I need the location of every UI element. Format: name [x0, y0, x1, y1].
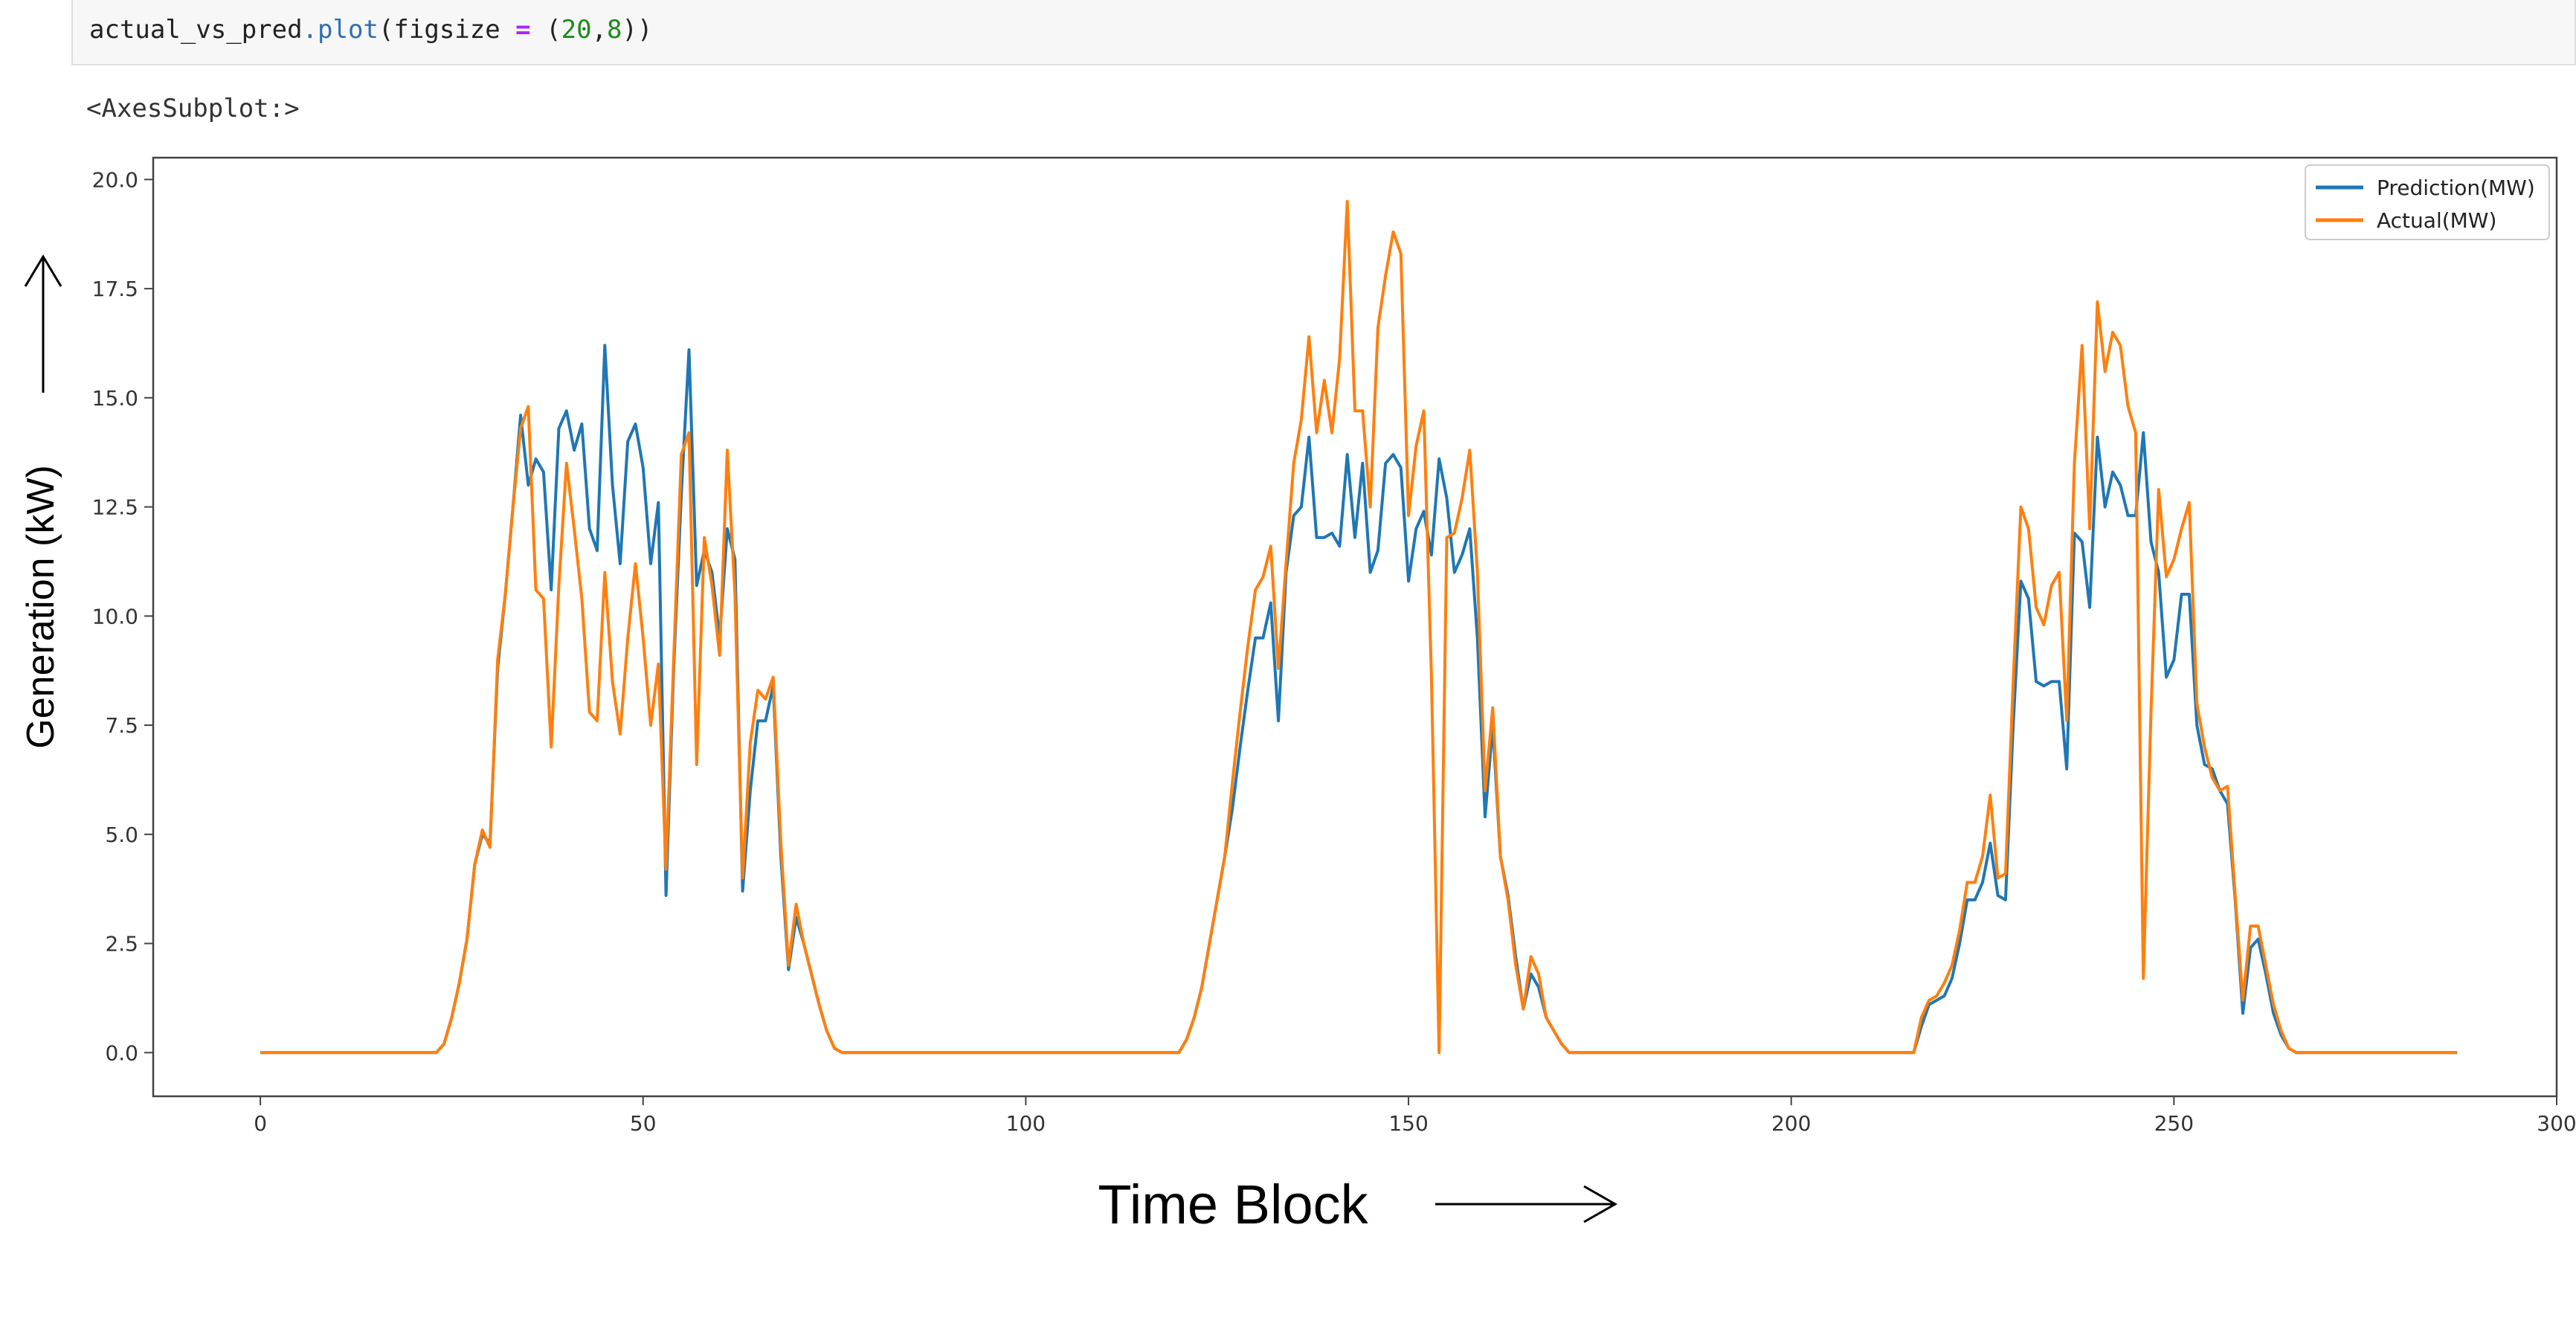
y-tick-label: 7.5 [105, 713, 138, 738]
y-tick-label: 5.0 [105, 823, 138, 847]
code-method: .plot [302, 15, 379, 45]
y-tick-label: 20.0 [92, 167, 138, 192]
y-tick-label: 0.0 [105, 1041, 138, 1065]
x-axis-label: Time Block [1098, 1174, 1368, 1235]
legend-label: Actual(MW) [2377, 208, 2496, 233]
legend-box [2305, 164, 2550, 240]
x-tick-label: 200 [1771, 1111, 1811, 1136]
series-line-prediction [260, 344, 2458, 1055]
axis-ticks: 0 50 100 150 200 250 300 0.0 2.5 5.0 7.5 10.0 12.5 15… [92, 167, 2576, 1136]
legend: Prediction(MW) Actual(MW) [2305, 164, 2550, 240]
code-number-a: 20 [561, 15, 592, 45]
x-tick-label: 150 [1388, 1111, 1428, 1136]
y-axis-label: Generation (kW) [19, 465, 62, 748]
y-tick-label: 10.0 [92, 604, 138, 628]
legend-label: Prediction(MW) [2377, 176, 2535, 200]
code-cell[interactable]: actual_vs_pred.plot(figsize = (20,8)) [71, 0, 2576, 65]
code-args-open: (figsize [378, 15, 516, 45]
x-tick-label: 300 [2537, 1111, 2576, 1136]
y-tick-label: 17.5 [92, 277, 138, 301]
series-line-actual [260, 199, 2458, 1055]
y-tick-label: 2.5 [105, 932, 138, 956]
y-tick-label: 12.5 [92, 495, 138, 520]
x-tick-label: 50 [630, 1111, 657, 1136]
code-line: actual_vs_pred.plot(figsize = (20,8)) [89, 15, 652, 45]
code-tuple-open: ( [530, 15, 561, 45]
code-close: )) [622, 15, 653, 45]
x-tick-label: 0 [254, 1111, 267, 1136]
code-object: actual_vs_pred [89, 15, 303, 45]
code-operator: = [515, 15, 531, 45]
x-axis-arrow-head-icon [1583, 1185, 1618, 1223]
output-repr: <AxesSubplot:> [86, 94, 300, 123]
y-tick-label: 15.0 [92, 386, 138, 411]
code-comma: , [591, 15, 608, 45]
code-number-b: 8 [607, 15, 622, 45]
x-tick-label: 250 [2154, 1111, 2194, 1136]
x-tick-label: 100 [1006, 1111, 1046, 1136]
y-axis-arrow-head-icon [24, 254, 62, 287]
series-lines [260, 199, 2458, 1055]
plot-frame [152, 156, 2558, 1098]
